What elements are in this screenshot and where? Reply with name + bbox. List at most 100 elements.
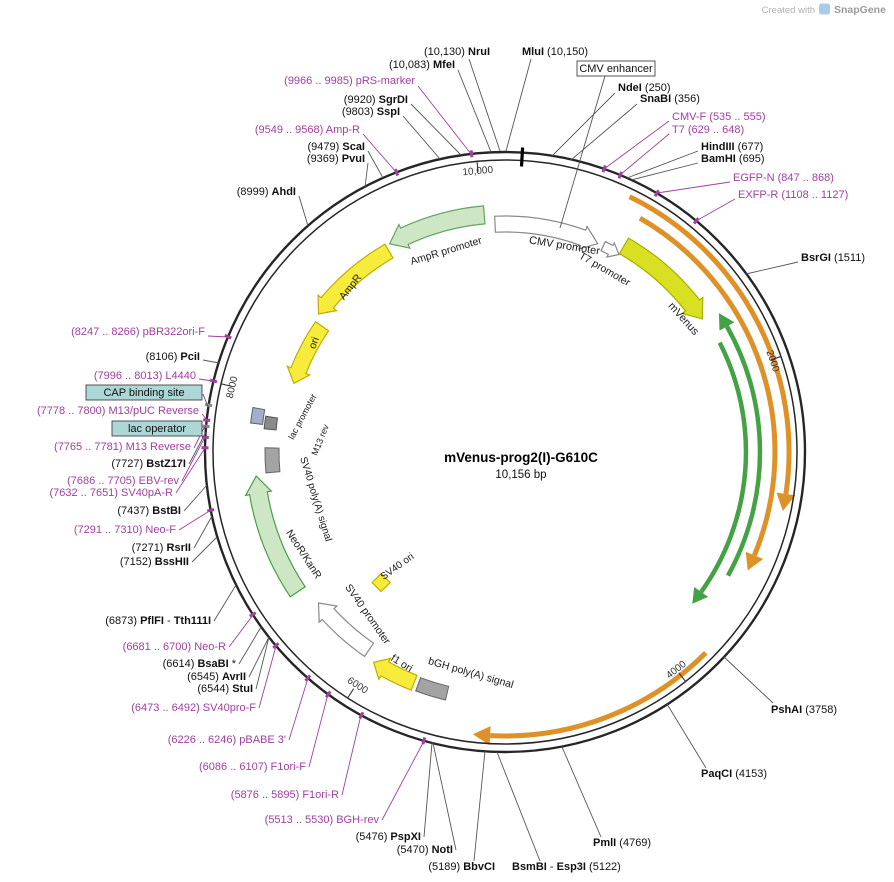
label-mlui[interactable]: MluI (10,150) [522,46,588,58]
sv40-ori-diamond[interactable] [371,572,391,593]
origin-tick [519,147,525,167]
label-f1ori-f[interactable]: (6086 .. 6107) F1ori-F [199,761,306,773]
callout-line-bstz17i [188,431,207,465]
callout-line-neo-f [178,509,212,531]
callout-line-avrii [248,636,270,678]
callout-line-bbvci [473,750,486,862]
gene-arc-mid[interactable] [638,216,778,557]
label-amp-r[interactable]: (9549 .. 9568) Amp-R [255,124,360,136]
label-lac-operator[interactable]: lac operator [128,423,186,435]
label-paqci[interactable]: PaqCI (4153) [701,768,767,780]
label-pbr322ori-f[interactable]: (8247 .. 8266) pBR322ori-F [71,326,205,338]
label-stui[interactable]: (6544) StuI [197,683,253,695]
gene-arc-outer[interactable] [628,194,792,495]
bgh-polya-box[interactable] [415,677,450,701]
lac-promoter-box[interactable] [250,406,266,425]
label-pflfi-tth111i[interactable]: (6873) PflFI - Tth111I [105,615,211,627]
ori-arrow[interactable] [286,320,330,385]
callout-line-pcii [202,359,220,364]
label-cap-binding-site[interactable]: CAP binding site [103,387,184,399]
label-t7[interactable]: T7 (629 .. 648) [672,124,744,136]
gene-arc-green-up[interactable] [724,325,763,577]
label-avrii[interactable]: (6545) AvrII [187,671,246,683]
label-m13-puc-reverse[interactable]: (7778 .. 7800) M13/pUC Reverse [37,405,199,417]
label-bbvci[interactable]: (5189) BbvCI [428,861,495,873]
callout-line-rsrii [193,515,213,549]
neor-kanr-arrow[interactable] [244,475,307,598]
label-l4440[interactable]: (7996 .. 8013) L4440 [94,370,196,382]
ampr-promoter-arrow[interactable] [388,205,486,249]
label-prs-marker[interactable]: (9966 .. 9985) pRS-marker [284,75,415,87]
label-sv40pro-f[interactable]: (6473 .. 6492) SV40pro-F [131,702,256,714]
sv40-promoter-arrow[interactable] [317,602,375,658]
label-pcii[interactable]: (8106) PciI [146,351,200,363]
gene-arc-bottom[interactable] [489,651,708,739]
label-bgh-rev[interactable]: (5513 .. 5530) BGH-rev [265,814,380,826]
label-snabi[interactable]: SnaBI (356) [640,93,700,105]
label-noti[interactable]: (5470) NotI [397,844,453,856]
feature-name-sv40-ori[interactable]: SV40 ori [379,551,416,582]
label-nrui[interactable]: (10,130) NruI [424,46,490,58]
backbone-inner-circle [212,159,798,745]
label-m13-reverse[interactable]: (7765 .. 7781) M13 Reverse [54,441,191,453]
label-ndei[interactable]: NdeI (250) [618,82,671,94]
label-bsabi[interactable]: (6614) BsaBI * [163,658,237,670]
callout-line-cap-binding-site [202,393,209,408]
callout-line-pvui [364,162,369,188]
feature-name-ori[interactable]: ori [307,335,322,350]
label-bstbi[interactable]: (7437) BstBI [117,505,181,517]
label-scai[interactable]: (9479) ScaI [308,141,366,153]
ampr-arrow[interactable] [317,243,394,315]
label-pspxi[interactable]: (5476) PspXI [356,831,421,843]
feature-name-sv40-poly-a-signal[interactable]: SV40 poly(A) signal [297,456,333,543]
callout-line-noti [432,742,457,851]
label-sgrdi[interactable]: (9920) SgrDI [344,94,408,106]
feature-name-lac-promoter[interactable]: lac promoter [286,392,318,441]
label-egfp-n[interactable]: EGFP-N (847 .. 868) [733,172,834,184]
callout-line-bamhi [630,162,699,181]
label-cmv-enhancer[interactable]: CMV enhancer [579,63,653,75]
label-bamhi[interactable]: BamHI (695) [701,153,765,165]
gene-arc-green-down-head [692,587,709,604]
label-bstz17i[interactable]: (7727) BstZ17I [111,458,186,470]
ring-mark [653,189,660,198]
t7-promoter-arrow[interactable] [600,240,620,258]
callout-line-snabi [570,103,638,161]
sv40-polya-box[interactable] [264,447,281,474]
cmv-promoter-arrow[interactable] [494,215,599,250]
label-pvui[interactable]: (9369) PvuI [307,153,365,165]
f1-ori-arrow[interactable] [372,657,418,691]
callout-line-l4440 [198,378,214,382]
label-mfei[interactable]: (10,083) MfeI [389,59,455,71]
ring-mark [272,642,280,650]
ring-mark [249,611,257,618]
callout-line-bgh-rev [381,740,425,821]
label-ebv-rev[interactable]: (7686 .. 7705) EBV-rev [67,475,179,487]
label-ahdi[interactable]: (8999) AhdI [237,186,296,198]
label-bsmbi-esp3i[interactable]: BsmBI - Esp3I (5122) [512,861,621,873]
gene-arc-green-down[interactable] [699,341,749,594]
label-exfp-r[interactable]: EXFP-R (1108 .. 1127) [738,189,848,201]
callout-line-nrui [468,58,501,152]
label-neo-f[interactable]: (7291 .. 7310) Neo-F [74,524,176,536]
m13-rev-box[interactable] [263,415,279,431]
label-pbabe-3[interactable]: (6226 .. 6246) pBABE 3' [168,734,286,746]
label-rsrii[interactable]: (7271) RsrII [132,542,191,554]
label-bsshii[interactable]: (7152) BssHII [120,556,189,568]
label-hindiii[interactable]: HindIII (677) [701,141,763,153]
label-f1ori-r[interactable]: (5876 .. 5895) F1ori-R [231,789,339,801]
label-sspi[interactable]: (9803) SspI [342,106,400,118]
callout-line-bsshii [191,536,218,563]
callout-line-f1ori-r [341,714,362,796]
label-pshai[interactable]: PshAI (3758) [771,704,837,716]
feature-name-m13-rev[interactable]: M13 rev [309,422,331,456]
feature-layer [244,194,796,746]
label-cmv-f[interactable]: CMV-F (535 .. 555) [672,111,766,123]
label-bsrgi[interactable]: BsrGI (1511) [801,252,865,264]
label-sv40pa-r[interactable]: (7632 .. 7651) SV40pA-R [49,487,173,499]
scale-label-2000: 2000 [764,349,782,374]
label-pmli[interactable]: PmlI (4769) [593,837,651,849]
mvenus-arrow[interactable] [618,237,704,320]
label-neo-r[interactable]: (6681 .. 6700) Neo-R [123,641,226,653]
